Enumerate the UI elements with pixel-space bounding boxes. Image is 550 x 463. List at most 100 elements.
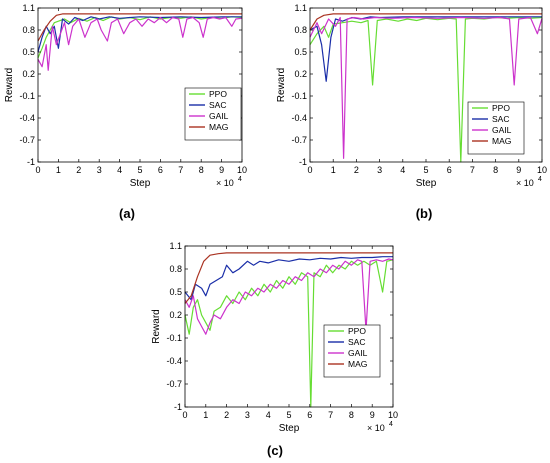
y-axis-label: Reward (151, 309, 162, 343)
legend-label-sac: SAC (492, 114, 509, 124)
x-tick-label: 4 (266, 410, 271, 420)
y-tick-label: 0.8 (22, 25, 35, 35)
y-tick-label: 1.1 (294, 3, 307, 13)
x-tick-label: 3 (97, 165, 102, 175)
y-tick-label: 0.5 (169, 287, 182, 297)
x-axis-label: Step (416, 178, 437, 189)
chart-panel-1: 0 1 2 3 4 5 6 7 8 9 10 -1 -0.7 -0.4 -0.1 0.2 0.5 0.8 1.1 St… (4, 3, 247, 221)
x-tick-label: 1 (331, 165, 336, 175)
legend-label-ppo: PPO (209, 89, 227, 99)
x-tick-label: 6 (158, 165, 163, 175)
x-tick-label: 9 (370, 410, 375, 420)
series-line-gail (37, 16, 243, 71)
panel-label: (c) (267, 443, 283, 458)
x-tick-label: 4 (117, 165, 122, 175)
y-axis-label: Reward (276, 68, 287, 102)
legend-box (467, 101, 525, 155)
x-tick-label: 0 (182, 410, 187, 420)
y-tick-label: 0.2 (22, 69, 35, 79)
y-tick-label: -0.4 (166, 356, 182, 366)
panel-label: (b) (416, 206, 433, 221)
y-tick-label: 0.5 (22, 47, 35, 57)
legend-label-ppo: PPO (348, 326, 366, 336)
y-tick-label: 1.1 (169, 241, 182, 251)
x-axis-label: Step (130, 178, 151, 189)
chart-panel-2: 0 1 2 3 4 5 6 7 8 9 10 -1 -0.7 -0.4 -0.1 0.2 0.5 0.8 1.1 St… (276, 3, 547, 221)
x-tick-label: 1 (203, 410, 208, 420)
x-tick-label: 1 (56, 165, 61, 175)
legend-box (184, 87, 242, 141)
y-tick-label: 1.1 (22, 3, 35, 13)
series-line-gail (184, 258, 394, 335)
x-tick-label: 10 (537, 165, 547, 175)
x-tick-label: 6 (307, 410, 312, 420)
x-tick-label: 5 (137, 165, 142, 175)
y-tick-label: 0.2 (294, 69, 307, 79)
x-tick-label: 8 (349, 410, 354, 420)
x-tick-label: 8 (199, 165, 204, 175)
x-tick-label: 2 (76, 165, 81, 175)
series-line-mag (184, 252, 393, 304)
x-tick-label: 10 (388, 410, 398, 420)
y-tick-label: 0.5 (294, 47, 307, 57)
y-axis-label: Reward (4, 68, 15, 102)
legend-label-sac: SAC (209, 100, 226, 110)
x-multiplier: × 10 (367, 423, 385, 433)
series-line-gail (309, 16, 543, 159)
x-multiplier-exponent: 4 (238, 176, 242, 183)
x-multiplier: × 10 (516, 178, 534, 188)
series-line-sac (184, 256, 393, 301)
x-tick-label: 0 (35, 165, 40, 175)
legend-label-mag: MAG (348, 359, 367, 369)
x-axis-label: Step (279, 423, 300, 434)
x-tick-label: 5 (423, 165, 428, 175)
y-tick-label: -1 (27, 157, 35, 167)
y-tick-label: -0.1 (291, 91, 307, 101)
y-tick-label: 0.2 (169, 310, 182, 320)
legend-label-gail: GAIL (209, 111, 229, 121)
x-multiplier-exponent: 4 (538, 176, 542, 183)
x-tick-label: 8 (493, 165, 498, 175)
series-line-mag (37, 13, 242, 42)
y-tick-label: -0.7 (166, 379, 182, 389)
chart-panel-3: 0 1 2 3 4 5 6 7 8 9 10 -1 -0.7 -0.4 -0.1 0.2 0.5 0.8 1.1 St… (151, 241, 398, 458)
x-tick-label: 7 (470, 165, 475, 175)
x-tick-label: 9 (219, 165, 224, 175)
y-tick-label: -0.4 (19, 113, 35, 123)
legend-label-gail: GAIL (348, 348, 368, 358)
y-tick-label: -1 (174, 402, 182, 412)
series-line-mag (309, 13, 542, 31)
x-tick-label: 7 (178, 165, 183, 175)
x-tick-label: 2 (224, 410, 229, 420)
y-tick-label: 0.8 (169, 264, 182, 274)
legend-label-mag: MAG (492, 136, 511, 146)
legend-label-gail: GAIL (492, 125, 512, 135)
y-tick-label: -0.7 (291, 135, 307, 145)
y-tick-label: -0.4 (291, 113, 307, 123)
x-tick-label: 3 (245, 410, 250, 420)
legend-box (323, 324, 381, 378)
x-multiplier: × 10 (216, 178, 234, 188)
x-tick-label: 9 (516, 165, 521, 175)
x-tick-label: 2 (354, 165, 359, 175)
y-tick-label: 0.8 (294, 25, 307, 35)
panel-label: (a) (119, 206, 135, 221)
y-tick-label: -0.7 (19, 135, 35, 145)
x-tick-label: 3 (377, 165, 382, 175)
x-tick-label: 6 (447, 165, 452, 175)
series-line-sac (37, 16, 242, 53)
x-multiplier-exponent: 4 (389, 421, 393, 428)
legend-label-mag: MAG (209, 122, 228, 132)
legend-label-sac: SAC (348, 337, 365, 347)
x-tick-label: 0 (307, 165, 312, 175)
x-tick-label: 10 (237, 165, 247, 175)
legend-label-ppo: PPO (492, 103, 510, 113)
y-tick-label: -0.1 (19, 91, 35, 101)
x-tick-label: 5 (286, 410, 291, 420)
series-line-sac (309, 16, 542, 82)
x-tick-label: 4 (400, 165, 405, 175)
